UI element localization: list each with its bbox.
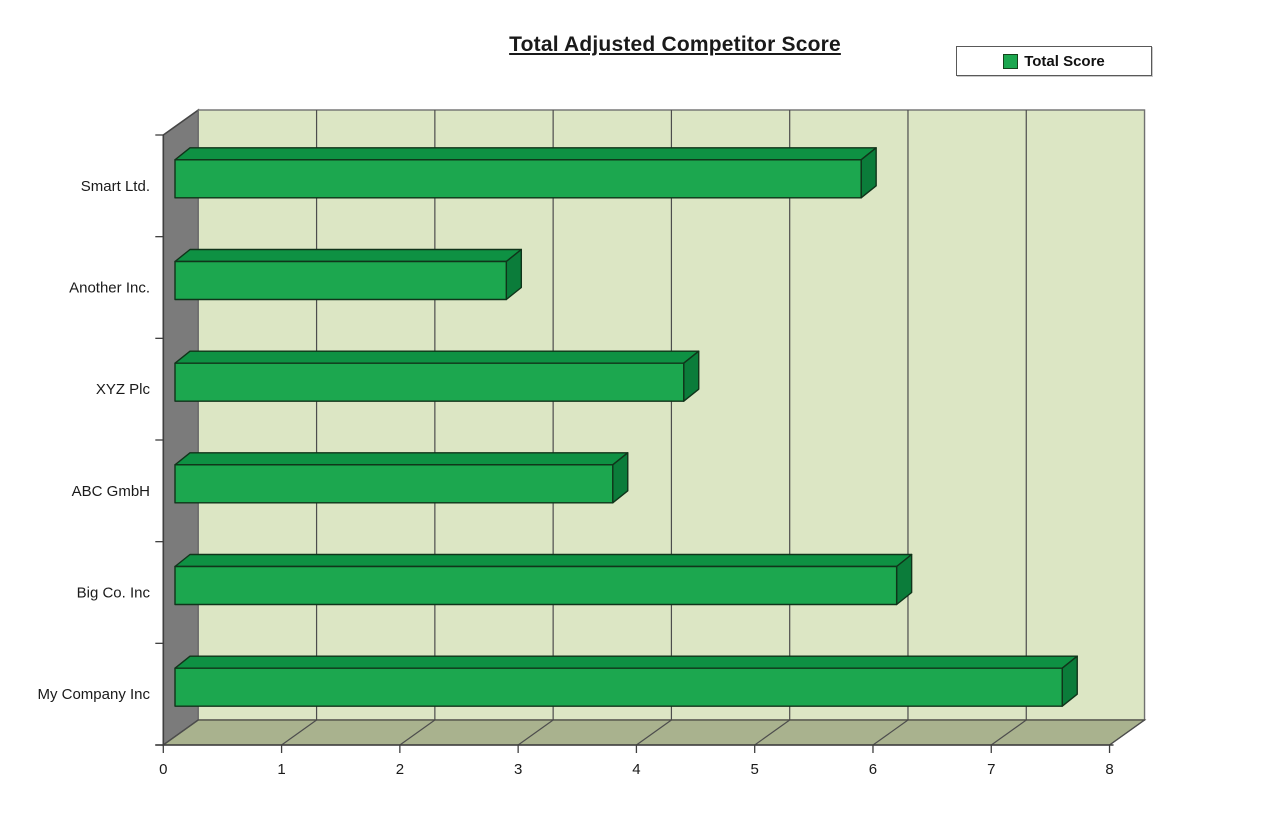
- category-label: Smart Ltd.: [81, 178, 150, 195]
- x-tick-label: 7: [987, 761, 995, 778]
- chart-title: Total Adjusted Competitor Score: [509, 33, 841, 56]
- floor-tick-line: [636, 719, 672, 746]
- x-tick-label: 8: [1105, 761, 1113, 778]
- bar: [174, 362, 685, 402]
- x-tick-label: 1: [277, 761, 285, 778]
- left-wall: [162, 108, 200, 747]
- bar-top-face: [174, 655, 1078, 669]
- x-tick-label: 2: [396, 761, 404, 778]
- legend: Total Score: [956, 46, 1152, 76]
- category-label: ABC GmbH: [72, 483, 150, 500]
- x-tick-label: 5: [751, 761, 759, 778]
- bar-top-face: [174, 248, 523, 263]
- bar-top-face: [174, 553, 913, 568]
- bar: [174, 667, 1063, 707]
- category-label: Big Co. Inc: [77, 585, 151, 602]
- category-label: My Company Inc: [37, 686, 150, 703]
- floor-tick-line: [1109, 719, 1145, 746]
- floor-tick-line: [990, 719, 1027, 746]
- x-tick-label: 4: [632, 761, 640, 778]
- bar-top-face: [174, 350, 700, 364]
- category-label: XYZ Plc: [96, 381, 151, 398]
- legend-marker-icon: [1003, 53, 1019, 69]
- category-label: Another Inc.: [69, 280, 150, 297]
- floor-tick-line: [517, 719, 554, 746]
- bar: [174, 159, 862, 199]
- floor-tick-line: [281, 719, 317, 746]
- x-tick-label: 0: [159, 761, 167, 778]
- bar: [174, 464, 614, 504]
- bar-top-face: [174, 147, 877, 161]
- bar: [174, 260, 508, 301]
- x-tick-label: 3: [514, 761, 522, 778]
- legend-label: Total Score: [1024, 52, 1105, 70]
- floor-tick-line: [162, 719, 199, 746]
- x-tick-label: 6: [869, 761, 877, 778]
- floor-tick-line: [872, 719, 909, 746]
- floor-tick-line: [399, 719, 436, 746]
- bar-top-face: [174, 452, 629, 466]
- floor-tick-line: [754, 719, 791, 746]
- bar: [174, 565, 898, 606]
